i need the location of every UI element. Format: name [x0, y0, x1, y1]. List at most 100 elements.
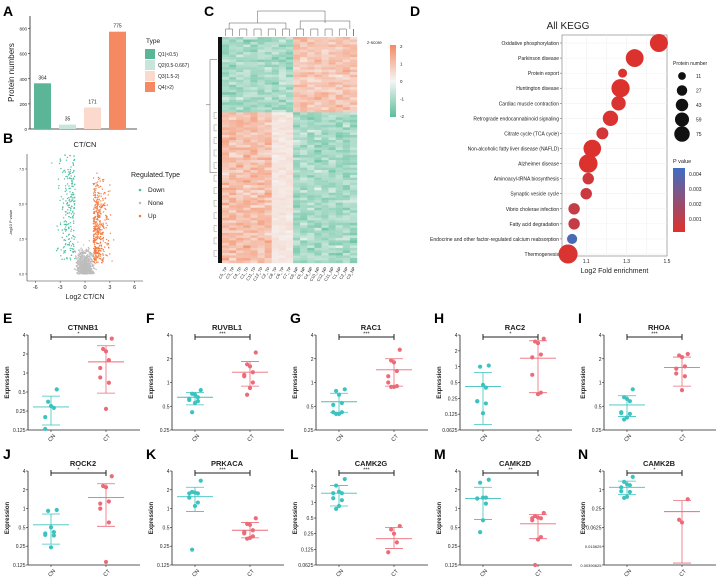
point-up — [95, 182, 97, 184]
heatmap-cell — [293, 49, 301, 53]
point-down — [69, 240, 72, 243]
heatmap-cell — [314, 202, 322, 206]
heatmap-cell — [349, 222, 358, 226]
heatmap-cell — [243, 134, 251, 138]
y-axis-label: Protein numbers — [7, 43, 16, 102]
heatmap-cell — [342, 114, 351, 118]
heatmap-cell — [300, 150, 308, 153]
point-down — [66, 235, 68, 237]
heatmap-cell — [328, 139, 336, 143]
heatmap-cell — [314, 225, 322, 229]
heatmap-cell — [321, 39, 329, 43]
heatmap-cell — [278, 175, 287, 178]
heatmap-cell — [278, 44, 287, 48]
y-tick-label: 0.5 — [451, 525, 458, 531]
point-none — [78, 253, 80, 255]
heatmap-cell — [264, 107, 272, 111]
point-up — [102, 224, 105, 226]
heatmap-cell — [236, 147, 244, 151]
heatmap-cell — [335, 122, 343, 126]
heatmap-cell — [264, 112, 272, 116]
heatmap-cell — [222, 217, 230, 221]
point-none — [82, 244, 85, 246]
heatmap-cell — [321, 235, 329, 239]
data-point-cn — [475, 496, 480, 501]
heatmap-cell — [307, 79, 315, 83]
heatmap-cell — [278, 112, 287, 116]
point-up — [105, 222, 107, 224]
heatmap-cell — [243, 152, 251, 156]
heatmap-cell — [236, 192, 244, 196]
heatmap-cell — [222, 215, 230, 218]
heatmap-cell — [307, 47, 315, 50]
heatmap-cell — [349, 170, 358, 173]
heatmap-cell — [342, 245, 351, 249]
heatmap-cell — [335, 119, 343, 123]
point-down — [64, 185, 67, 187]
heatmap-cell — [243, 187, 251, 191]
dendrogram-branch — [213, 149, 217, 157]
point-none — [89, 264, 91, 266]
heatmap-cell — [328, 160, 336, 163]
data-point-ct — [247, 522, 253, 527]
heatmap-cell — [335, 235, 343, 239]
heatmap-cell — [321, 49, 329, 53]
heatmap-cell — [250, 260, 258, 264]
heatmap-cell — [293, 57, 301, 60]
heatmap-cell — [278, 255, 287, 259]
heatmap-cell — [250, 170, 258, 173]
heatmap-cell — [307, 109, 315, 113]
heatmap-cell — [222, 104, 230, 108]
heatmap-cell — [236, 84, 244, 88]
heatmap-cell — [314, 57, 322, 60]
point-none — [81, 257, 83, 260]
heatmap-cell — [321, 134, 329, 138]
heatmap-cell — [222, 94, 230, 98]
heatmap-cell — [278, 52, 287, 55]
heatmap-cell — [278, 205, 287, 208]
heatmap-cell — [278, 190, 287, 193]
heatmap-cell — [342, 62, 351, 65]
heatmap-cell — [243, 124, 251, 128]
heatmap-cell — [335, 215, 343, 218]
heatmap-cell — [300, 59, 308, 63]
heatmap-cell — [335, 167, 343, 171]
heatmap-cell — [321, 97, 329, 100]
data-point-ct — [535, 341, 541, 346]
heatmap-cell — [307, 185, 315, 188]
heatmap-cell — [222, 139, 230, 143]
data-point-ct — [530, 355, 535, 360]
heatmap-cell — [222, 117, 230, 121]
heatmap-cell — [285, 242, 294, 246]
bar-value-label: 35 — [65, 117, 71, 123]
heatmap-cell — [278, 195, 287, 198]
heatmap-cell — [314, 240, 322, 244]
heatmap-cell — [264, 257, 272, 261]
point-down — [66, 257, 68, 259]
heatmap-cell — [264, 147, 272, 151]
point-up — [99, 177, 101, 179]
heatmap-cell — [314, 69, 322, 73]
heatmap-cell — [250, 212, 258, 216]
heatmap-cell — [236, 72, 244, 75]
dendrogram-branch — [213, 250, 217, 257]
point-up — [94, 230, 96, 232]
heatmap-cell — [250, 102, 258, 105]
heatmap-cell — [321, 252, 329, 256]
heatmap-cell — [278, 235, 287, 239]
heatmap-cell — [349, 215, 358, 218]
heatmap-cell — [314, 94, 322, 98]
plot-frame — [561, 34, 668, 257]
heatmap-cell — [243, 82, 251, 85]
heatmap-cell — [335, 157, 343, 161]
heatmap-cell — [257, 255, 265, 259]
point-up — [105, 254, 107, 256]
point-up — [96, 184, 98, 187]
point-up — [97, 233, 99, 236]
heatmap-cell — [271, 247, 280, 251]
point-down — [73, 170, 75, 172]
point-up — [106, 244, 108, 246]
heatmap-cell — [278, 64, 287, 68]
point-up — [102, 258, 104, 260]
y-tick-label: 7.5 — [19, 168, 24, 172]
